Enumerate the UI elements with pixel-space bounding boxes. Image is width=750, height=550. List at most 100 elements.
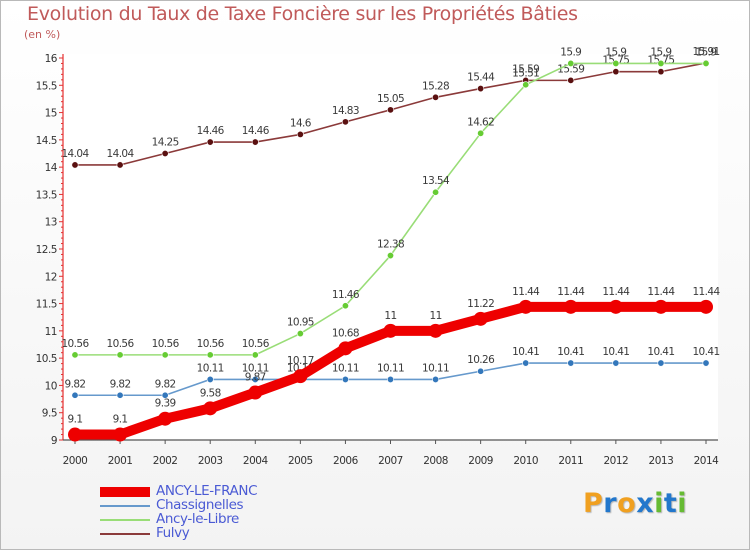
data-label-ancy-le-franc: 11	[384, 310, 396, 322]
data-label-ancy-le-libre: 14.62	[467, 116, 494, 128]
data-label-fulvy: 14.83	[332, 105, 359, 117]
y-tick-label: 15.5	[36, 80, 57, 92]
y-tick-label: 13.5	[36, 189, 57, 201]
data-point-ancy-le-franc	[248, 385, 263, 400]
data-point-ancy-le-libre	[206, 351, 214, 359]
data-point-chassignelles	[71, 391, 79, 399]
data-label-chassignelles: 10.41	[602, 346, 629, 358]
y-tick-label: 11	[45, 326, 57, 338]
data-point-ancy-le-libre	[116, 351, 124, 359]
data-label-fulvy: 15.59	[512, 63, 539, 75]
data-label-ancy-le-franc: 9.58	[200, 387, 221, 399]
data-point-ancy-le-libre	[432, 188, 440, 196]
data-label-ancy-le-libre: 11.46	[332, 289, 360, 301]
data-label-ancy-le-franc: 9.39	[155, 398, 176, 410]
data-point-ancy-le-franc	[518, 299, 533, 314]
data-label-ancy-le-franc: 11.44	[692, 286, 720, 298]
legend-label: Fulvy	[156, 525, 190, 541]
x-tick-label: 2009	[468, 455, 493, 467]
y-tick-label: 14	[45, 162, 58, 174]
data-label-ancy-le-franc: 10.68	[332, 327, 359, 339]
data-label-fulvy: 14.46	[242, 125, 270, 137]
y-tick-label: 9.5	[42, 408, 57, 420]
data-label-fulvy: 14.6	[290, 117, 312, 129]
data-label-ancy-le-libre: 15.9	[650, 46, 671, 58]
data-point-ancy-le-franc	[699, 299, 713, 314]
data-label-ancy-le-franc: 9.1	[68, 414, 83, 426]
legend-label: ANCY-LE-FRANC	[156, 483, 258, 499]
data-label-ancy-le-franc: 10.17	[287, 355, 314, 367]
proxiti-logo: Proxiti	[583, 488, 687, 519]
legend-swatch	[100, 505, 150, 507]
legend-label: Chassignelles	[156, 497, 244, 513]
data-label-chassignelles: 10.11	[332, 362, 359, 374]
x-tick-label: 2001	[108, 455, 133, 467]
x-tick-label: 2010	[513, 455, 538, 467]
chart-title: Evolution du Taux de Taxe Foncière sur l…	[27, 3, 578, 25]
x-tick-label: 2000	[63, 455, 88, 467]
data-point-ancy-le-franc	[383, 323, 398, 338]
data-label-ancy-le-libre: 13.54	[422, 175, 450, 187]
x-tick-label: 2004	[243, 455, 269, 467]
data-label-ancy-le-libre: 10.56	[152, 338, 180, 350]
data-point-fulvy	[657, 68, 665, 76]
data-label-ancy-le-libre: 15.51	[512, 68, 539, 80]
data-label-chassignelles: 10.11	[197, 362, 224, 374]
data-label-chassignelles: 10.41	[557, 346, 584, 358]
data-point-ancy-le-franc	[653, 299, 668, 314]
data-point-chassignelles	[206, 375, 214, 383]
data-point-chassignelles	[522, 359, 530, 367]
data-label-ancy-le-franc: 11.44	[512, 286, 540, 298]
data-label-ancy-le-franc: 9.1	[113, 414, 128, 426]
x-tick-label: 2007	[378, 455, 403, 467]
data-point-chassignelles	[567, 359, 575, 367]
data-point-fulvy	[296, 130, 304, 138]
data-label-ancy-le-franc: 11.22	[467, 298, 494, 310]
y-tick-label: 13	[45, 217, 57, 229]
data-label-ancy-le-franc: 9.87	[245, 372, 266, 384]
data-point-ancy-le-libre	[251, 351, 259, 359]
data-label-fulvy: 15.28	[422, 80, 449, 92]
data-label-chassignelles: 10.41	[647, 346, 674, 358]
x-tick-label: 2014	[694, 455, 720, 467]
data-point-ancy-le-libre	[477, 129, 485, 137]
data-point-ancy-le-franc	[203, 401, 218, 416]
data-label-ancy-le-libre: 12.38	[377, 239, 404, 251]
data-label-chassignelles: 10.11	[242, 362, 269, 374]
data-label-chassignelles: 9.82	[155, 378, 176, 390]
data-point-ancy-le-franc	[608, 299, 623, 314]
data-label-fulvy: 14.25	[152, 137, 179, 149]
data-point-ancy-le-libre	[386, 252, 394, 260]
x-tick-label: 2012	[603, 455, 628, 467]
data-point-chassignelles	[432, 375, 440, 383]
data-label-fulvy: 14.04	[107, 148, 135, 160]
legend-swatch	[100, 487, 150, 497]
legend-swatch	[100, 519, 150, 521]
data-point-fulvy	[71, 161, 79, 169]
chart-subtitle: (en %)	[24, 28, 61, 41]
x-tick-label: 2008	[423, 455, 448, 467]
plot-area	[63, 54, 718, 440]
data-label-ancy-le-libre: 10.56	[197, 338, 225, 350]
data-point-chassignelles	[477, 367, 485, 375]
data-point-fulvy	[477, 85, 485, 93]
y-tick-label: 9	[51, 435, 57, 447]
logo-letter: i	[654, 488, 664, 519]
data-point-chassignelles	[116, 391, 124, 399]
data-label-chassignelles: 10.11	[422, 362, 449, 374]
y-tick-label: 14.5	[36, 135, 57, 147]
data-point-fulvy	[206, 138, 214, 146]
data-point-fulvy	[567, 76, 575, 84]
data-label-ancy-le-franc: 11.44	[647, 286, 675, 298]
data-label-fulvy: 14.46	[197, 125, 225, 137]
data-point-ancy-le-libre	[702, 59, 710, 67]
x-tick-label: 2011	[558, 455, 583, 467]
data-label-ancy-le-libre: 15.9	[560, 46, 581, 58]
data-point-fulvy	[341, 118, 349, 126]
data-point-chassignelles	[702, 359, 710, 367]
data-point-fulvy	[161, 150, 169, 158]
data-label-chassignelles: 9.82	[65, 378, 86, 390]
data-label-chassignelles: 10.41	[512, 346, 539, 358]
data-point-fulvy	[251, 138, 259, 146]
legend-label: Ancy-le-Libre	[156, 511, 239, 527]
